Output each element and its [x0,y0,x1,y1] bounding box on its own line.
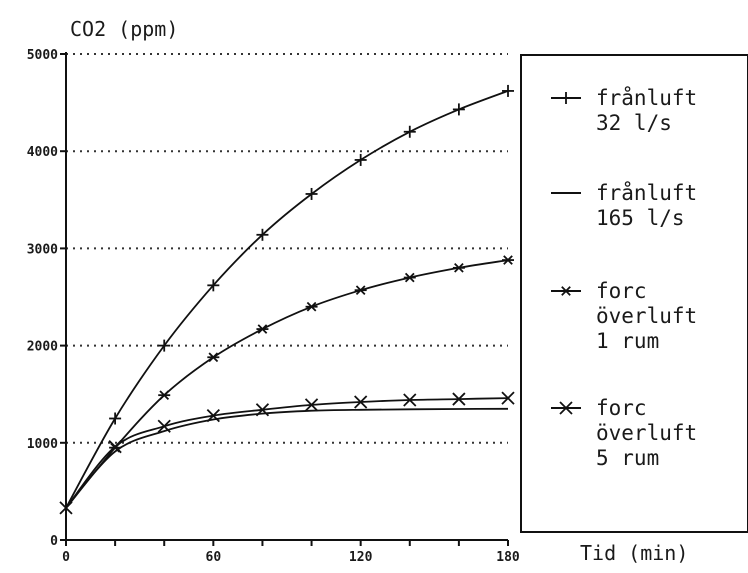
data-point-4-7 [403,393,417,407]
x-axis-title: Tid (min) [580,541,688,565]
y-tick-label-0: 0 [50,534,58,549]
data-point-1-5 [305,187,318,200]
series-line-2 [65,407,509,509]
y-tick-label-4: 4000 [27,145,58,160]
data-point-4-9 [501,391,515,405]
x-tick-label-0: 0 [62,550,70,565]
data-point-3-9 [502,255,514,265]
data-point-3-2 [158,390,171,401]
series-group [59,84,515,515]
y-axis-title: CO2 (ppm) [70,17,178,41]
data-point-3-5 [305,301,318,312]
data-point-3-7 [403,272,416,283]
data-point-4-1 [108,440,122,454]
data-point-4-8 [452,392,466,406]
gridlines [66,53,508,444]
series-3 [65,255,514,509]
legend-label-1-2: 32 l/s [596,111,672,135]
x-tick-label-2: 120 [349,550,373,565]
legend-label-3-2: överluft [596,304,697,328]
data-point-3-8 [452,263,465,273]
data-point-1-6 [354,153,367,166]
axes: 0 1000 2000 3000 4000 5000 0 60 120 180 [27,48,520,565]
data-point-3-3 [207,352,220,363]
legend-marker-1 [560,92,572,104]
data-point-4-2 [157,419,171,433]
legend-marker-4 [559,401,573,415]
legend-marker-3 [560,286,572,296]
legend-label-2-2: 165 l/s [596,206,685,230]
series-1 [65,84,514,509]
legend-label-3-3: 1 rum [596,329,659,353]
y-tick-label-3: 3000 [27,242,58,257]
series-4 [65,391,515,509]
legend-box [520,54,748,533]
data-point-4-4 [255,403,270,417]
data-point-1-1 [109,412,122,425]
y-tick-label-2: 2000 [27,340,58,355]
x-tick-label-3: 180 [496,550,520,565]
data-point-1-7 [403,125,416,138]
data-point-3-6 [354,285,367,296]
x-tick-label-1: 60 [206,550,222,565]
legend-label-2-1: frånluft [596,180,697,205]
y-tick-label-5: 5000 [27,48,58,63]
legend-label-4-3: 5 rum [596,446,659,470]
data-point-1-9 [502,84,514,97]
data-point-4-6 [354,395,368,409]
data-point-4-3 [206,408,220,423]
legend-label-3-1: forc [596,279,647,303]
legend-label-1-1: frånluft [596,85,697,110]
series-line-4 [65,397,509,509]
data-point-4-5 [304,398,319,412]
data-point-1-3 [207,279,220,292]
series-2 [65,407,509,509]
data-point-1-2 [158,339,171,352]
series-line-1 [65,90,509,509]
legend-label-4-1: forc [596,396,647,420]
data-point-origin [59,501,73,515]
legend-label-4-2: överluft [596,421,697,445]
y-tick-label-1: 1000 [27,437,58,452]
series-line-3 [65,259,509,509]
data-point-1-8 [452,103,465,116]
data-point-3-4 [256,324,269,334]
data-point-1-4 [256,228,269,241]
